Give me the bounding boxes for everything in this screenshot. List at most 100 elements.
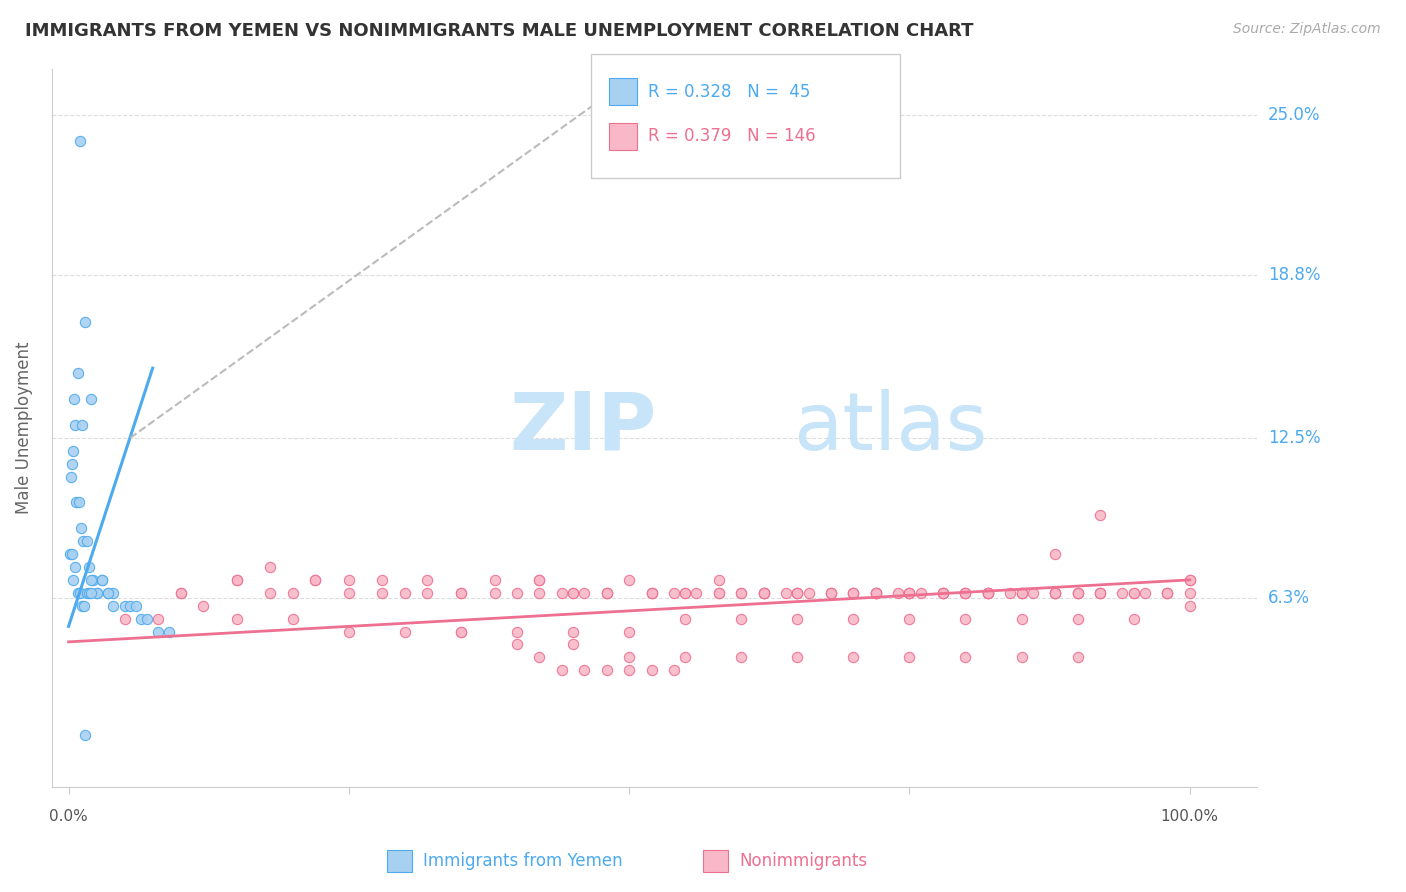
Point — [1156, 586, 1178, 600]
Text: IMMIGRANTS FROM YEMEN VS NONIMMIGRANTS MALE UNEMPLOYMENT CORRELATION CHART: IMMIGRANTS FROM YEMEN VS NONIMMIGRANTS M… — [25, 22, 974, 40]
Point — [596, 586, 619, 600]
Text: Source: ZipAtlas.com: Source: ZipAtlas.com — [1233, 22, 1381, 37]
Point — [259, 586, 281, 600]
Point — [1043, 586, 1066, 600]
Point — [60, 547, 83, 561]
Point — [91, 573, 114, 587]
Point — [898, 612, 921, 626]
Point — [1088, 586, 1111, 600]
Point — [86, 586, 108, 600]
Point — [842, 586, 865, 600]
Point — [707, 586, 730, 600]
Point — [103, 586, 125, 600]
Point — [170, 586, 193, 600]
Point — [932, 586, 955, 600]
Text: R = 0.379   N = 146: R = 0.379 N = 146 — [648, 128, 815, 145]
Point — [932, 586, 955, 600]
Point — [67, 495, 90, 509]
Point — [1011, 586, 1033, 600]
Point — [91, 573, 114, 587]
Point — [337, 624, 360, 639]
Point — [752, 586, 775, 600]
Point — [114, 612, 136, 626]
Point — [1088, 508, 1111, 523]
Point — [304, 573, 326, 587]
Point — [76, 534, 98, 549]
Point — [617, 624, 640, 639]
Point — [1043, 547, 1066, 561]
Point — [820, 586, 842, 600]
Point — [529, 586, 551, 600]
Point — [1066, 586, 1088, 600]
Point — [484, 586, 506, 600]
Point — [574, 663, 596, 677]
Point — [59, 469, 82, 483]
Point — [450, 586, 472, 600]
Point — [562, 637, 585, 651]
Point — [752, 586, 775, 600]
Point — [337, 573, 360, 587]
Point — [932, 586, 955, 600]
Point — [887, 586, 910, 600]
Point — [1133, 586, 1156, 600]
Point — [673, 586, 696, 600]
Point — [932, 586, 955, 600]
Point — [1066, 586, 1088, 600]
Point — [136, 612, 159, 626]
Point — [1011, 586, 1033, 600]
Point — [562, 586, 585, 600]
Point — [80, 392, 103, 406]
Point — [1178, 573, 1201, 587]
Point — [66, 586, 89, 600]
Point — [640, 586, 662, 600]
Point — [786, 586, 808, 600]
Point — [131, 612, 153, 626]
Point — [70, 521, 93, 535]
Point — [75, 315, 97, 329]
Point — [416, 573, 439, 587]
Text: 6.3%: 6.3% — [1268, 589, 1310, 607]
Point — [842, 650, 865, 665]
Text: 25.0%: 25.0% — [1268, 106, 1320, 124]
Text: 100.0%: 100.0% — [1161, 809, 1219, 824]
Text: 18.8%: 18.8% — [1268, 266, 1320, 285]
Point — [159, 624, 181, 639]
Point — [685, 586, 707, 600]
Point — [66, 366, 89, 380]
Point — [148, 624, 170, 639]
Point — [673, 650, 696, 665]
Point — [70, 417, 93, 432]
Point — [65, 495, 87, 509]
Point — [955, 586, 977, 600]
Point — [75, 728, 97, 742]
Point — [662, 586, 685, 600]
Point — [977, 586, 1000, 600]
Point — [640, 586, 662, 600]
Point — [786, 612, 808, 626]
Point — [786, 586, 808, 600]
Point — [125, 599, 148, 613]
Point — [1111, 586, 1133, 600]
Point — [60, 457, 83, 471]
Point — [1122, 586, 1144, 600]
Text: R = 0.328   N =  45: R = 0.328 N = 45 — [648, 83, 810, 101]
Point — [662, 663, 685, 677]
Point — [72, 534, 94, 549]
Point — [62, 443, 84, 458]
Point — [371, 586, 394, 600]
Point — [562, 586, 585, 600]
Point — [842, 586, 865, 600]
Point — [955, 612, 977, 626]
Point — [955, 650, 977, 665]
Text: atlas: atlas — [793, 389, 987, 467]
Point — [596, 663, 619, 677]
Point — [1043, 586, 1066, 600]
Point — [70, 599, 93, 613]
Text: Nonimmigrants: Nonimmigrants — [740, 852, 868, 871]
Point — [640, 586, 662, 600]
Point — [730, 612, 752, 626]
Point — [673, 586, 696, 600]
Point — [371, 573, 394, 587]
Point — [551, 586, 574, 600]
Point — [529, 573, 551, 587]
